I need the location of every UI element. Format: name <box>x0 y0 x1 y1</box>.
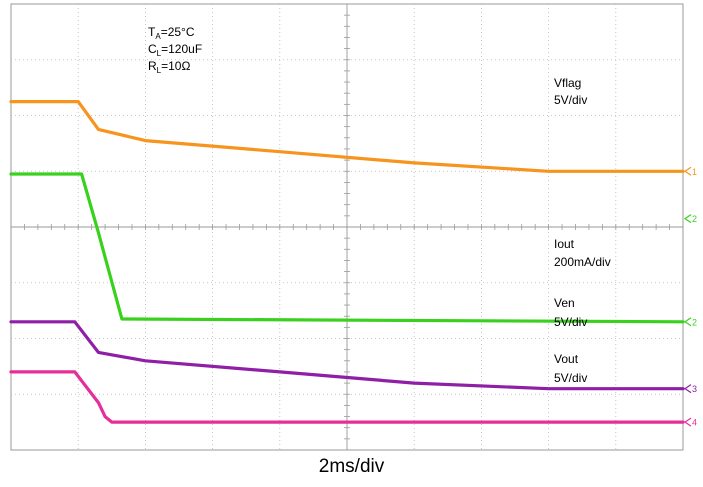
channel-marker-arrow <box>683 166 692 176</box>
channel-marker-1: 1 <box>683 166 697 177</box>
channel-marker-label: 1 <box>692 167 697 177</box>
channel-marker-3: 3 <box>683 384 697 394</box>
channel-marker-4: 4 <box>683 417 697 428</box>
conditions-block: TA=25°C CL=120uF RL=10Ω <box>148 25 202 75</box>
series-scale-iout: 200mA/div <box>554 255 611 269</box>
channel-marker-label: 2 <box>692 214 697 224</box>
channel-marker-2: 2 <box>683 317 697 327</box>
series-label-ven: Ven <box>554 296 575 310</box>
channel-marker-label: 4 <box>692 418 697 428</box>
channel-marker-arrow <box>683 317 692 327</box>
channel-marker-arrow <box>683 214 692 224</box>
condition-load-resistance: RL=10Ω <box>148 59 190 75</box>
condition-load-capacitance: CL=120uF <box>148 42 202 58</box>
trace-ven <box>9 320 685 391</box>
channel-marker-arrow <box>683 417 692 427</box>
trace-iout <box>9 172 685 324</box>
traces <box>9 99 685 424</box>
series-label-vflag: Vflag <box>554 76 581 90</box>
trace-vout <box>9 370 685 424</box>
series-scale-ven: 5V/div <box>554 315 587 329</box>
channel-markers: 1 2 2 3 4 <box>683 166 697 428</box>
channel-marker-arrow <box>683 384 692 394</box>
series-label-iout: Iout <box>554 237 575 251</box>
condition-temperature: TA=25°C <box>148 25 195 41</box>
channel-marker-label: 3 <box>692 384 697 394</box>
series-scale-vout: 5V/div <box>554 371 587 385</box>
series-label-vout: Vout <box>554 352 579 366</box>
grid <box>11 4 683 450</box>
trace-vflag <box>9 99 685 173</box>
x-axis-scale-label: 2ms/div <box>318 456 385 477</box>
series-scale-vflag: 5V/div <box>554 93 587 107</box>
channel-marker-2: 2 <box>683 214 697 224</box>
channel-marker-label: 2 <box>692 317 697 327</box>
